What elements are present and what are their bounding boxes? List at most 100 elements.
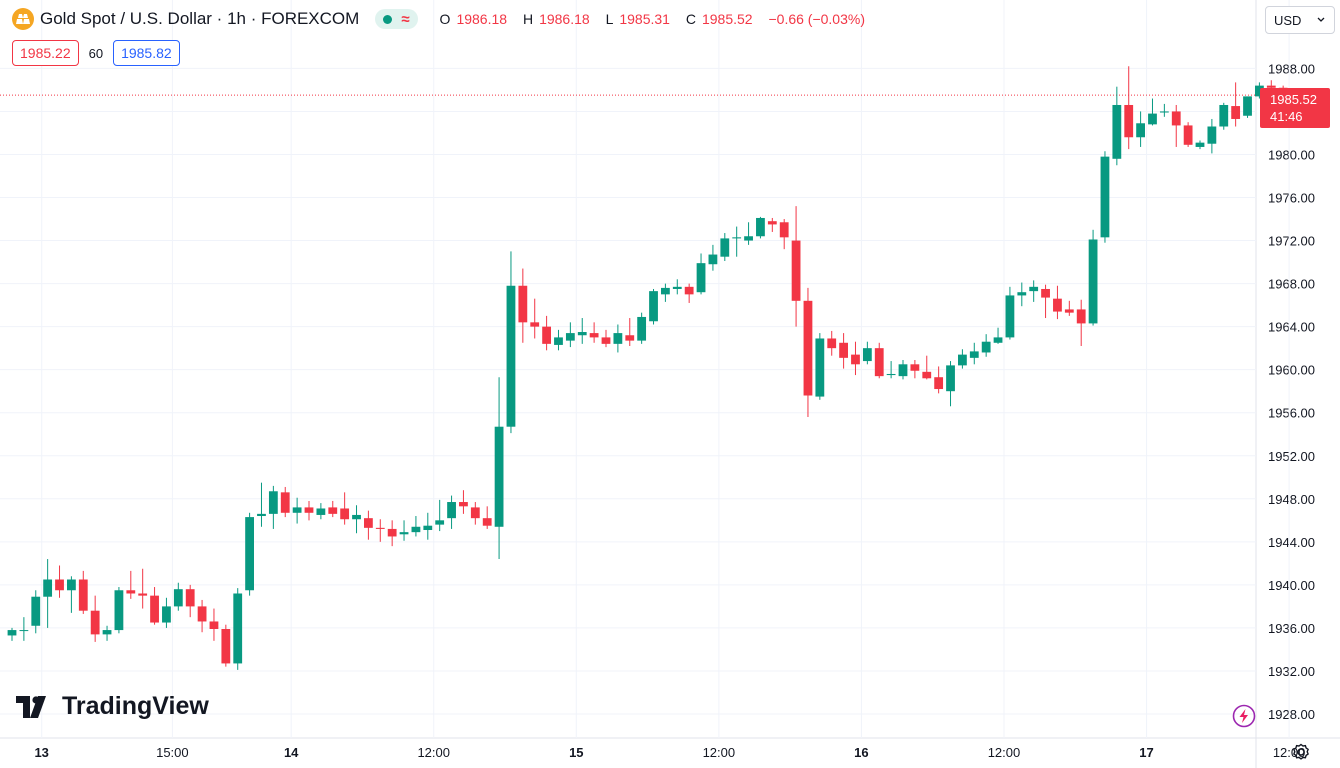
candle-body [969, 351, 979, 358]
candle [470, 502, 480, 525]
candle-body [720, 238, 730, 257]
candle [696, 253, 706, 295]
candle [1005, 286, 1015, 340]
x-tick-label: 12:00 [417, 745, 450, 760]
candle-body [577, 332, 587, 336]
candle-body [114, 590, 124, 631]
candle-body [352, 514, 361, 520]
candle-body [1088, 239, 1098, 324]
x-tick-label: 17 [1139, 745, 1153, 760]
candle-body [447, 502, 456, 519]
candle [482, 506, 492, 529]
candle [732, 226, 742, 257]
candle [245, 512, 254, 596]
candle-body [946, 365, 955, 392]
candle [150, 587, 159, 625]
candle-body [245, 517, 254, 591]
y-tick-label: 1960.00 [1268, 363, 1315, 378]
candle [803, 287, 813, 418]
candle-body [1243, 96, 1252, 116]
candle [316, 503, 326, 520]
candle [1255, 82, 1264, 99]
candle-body [518, 285, 528, 323]
candle-body [375, 527, 385, 529]
x-tick-label: 16 [854, 745, 868, 760]
candle-body [1029, 286, 1039, 292]
candle [577, 318, 587, 344]
symbol-legend: Gold Spot / U.S. Dollar · 1h · FOREXCOM … [12, 8, 871, 30]
candle [1171, 104, 1181, 147]
candle-body [1053, 298, 1062, 312]
y-tick-label: 1980.00 [1268, 147, 1315, 162]
candle-body [1005, 295, 1015, 338]
candle [827, 330, 837, 356]
candle [756, 216, 765, 239]
currency-label: USD [1274, 12, 1302, 28]
watermark-text: TradingView [62, 692, 209, 720]
candle-body [744, 236, 753, 241]
candle [672, 279, 682, 295]
tradingview-watermark: TradingView [16, 692, 209, 721]
candle-body [922, 371, 932, 379]
candle-body [684, 286, 694, 295]
market-status-pill[interactable]: ≈ [375, 9, 418, 29]
candle-body [150, 595, 159, 623]
candle-body [708, 254, 718, 265]
currency-select[interactable]: USD [1265, 6, 1335, 34]
chevron-down-icon [1317, 17, 1325, 22]
candle-body [1100, 156, 1110, 238]
sell-button[interactable]: 1985.22 [12, 40, 79, 66]
candle-body [328, 507, 338, 514]
candle [934, 366, 944, 394]
candle-body [340, 508, 350, 520]
candle [993, 327, 1003, 344]
candle [922, 355, 932, 380]
open-value: 1986.18 [456, 11, 508, 27]
candle-body [1255, 85, 1264, 97]
candle [257, 482, 266, 527]
candle [791, 206, 801, 327]
y-tick-label: 1968.00 [1268, 277, 1315, 292]
candle-body [589, 333, 599, 338]
lightning-icon[interactable] [1232, 704, 1256, 728]
candle [90, 595, 100, 642]
buy-button[interactable]: 1985.82 [113, 40, 180, 66]
candle [1207, 118, 1217, 154]
open-label: O [439, 11, 451, 27]
candle-body [126, 590, 136, 594]
candle-body [1183, 125, 1193, 145]
candle-body [672, 286, 682, 289]
candle-body [1266, 85, 1276, 88]
candle [958, 349, 967, 369]
y-tick-label: 1972.00 [1268, 234, 1315, 249]
low-value: 1985.31 [619, 11, 670, 27]
bid-ask-row: 1985.22 60 1985.82 [12, 40, 180, 66]
high-label: H [522, 11, 534, 27]
candle [862, 341, 872, 365]
y-tick-label: 1940.00 [1268, 578, 1315, 593]
candle [518, 268, 528, 343]
candle-body [459, 502, 468, 507]
x-tick-label: 12:00 [988, 745, 1021, 760]
candle [304, 500, 314, 521]
candle [375, 519, 385, 542]
close-label: C [685, 11, 696, 27]
candle-body [981, 341, 991, 353]
last-price-label: 1985.52 41:46 [1260, 88, 1330, 128]
candle-body [162, 606, 171, 623]
y-tick-label: 1936.00 [1268, 621, 1315, 636]
candle-body [958, 354, 967, 366]
candle-body [387, 528, 397, 537]
candle [173, 582, 183, 611]
candle-body [1124, 104, 1134, 138]
candle [874, 342, 884, 379]
candle-body [1017, 292, 1027, 296]
candle [1041, 284, 1050, 319]
gear-icon[interactable] [1291, 742, 1311, 762]
x-tick-label: 14 [284, 745, 299, 760]
candle-body [55, 579, 64, 591]
candle [1159, 103, 1169, 117]
symbol-title[interactable]: Gold Spot / U.S. Dollar · 1h · FOREXCOM [40, 9, 360, 28]
candle [661, 283, 670, 302]
